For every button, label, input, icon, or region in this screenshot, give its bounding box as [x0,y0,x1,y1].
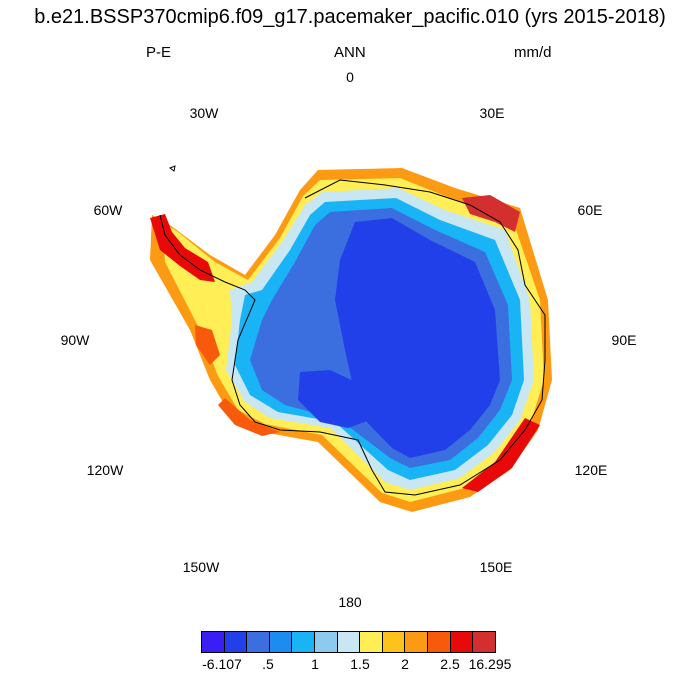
colorbar-swatch-11 [450,632,474,652]
hotspot-wilkes-land [462,418,540,492]
colorbar-label-1: 1 [311,656,319,672]
lon-label-60w: 60W [93,202,123,218]
colorbar-swatch-4 [292,632,316,652]
colorbar-swatch-2 [247,632,270,652]
hotspot-bellingshausen [195,325,220,365]
lon-label-90e: 90E [611,332,637,348]
colorbar-swatch-0 [202,632,225,652]
variable-label: P-E [146,44,172,61]
colorbar-swatch-5 [315,632,338,652]
region-deep-blue [335,218,500,458]
lon-label-90w: 90W [60,332,90,348]
colorbar-label-2: 2 [401,656,409,672]
lon-label-120e: 120E [574,462,608,478]
units-label: mm/d [514,44,552,61]
lon-label-30e: 30E [479,105,505,121]
colorbar [201,631,496,653]
lon-label-0: 0 [346,69,354,85]
colorbar-swatch-3 [269,632,293,652]
colorbar-label-2-5: 2.5 [440,656,460,672]
region-ross-deep-blue [298,370,370,428]
coastline [159,179,546,496]
colorbar-label-max: 16.295 [468,656,512,672]
colorbar-swatch-6 [337,632,361,652]
colorbar-swatch-1 [224,632,248,652]
lon-label-30w: 30W [189,105,219,121]
lon-label-150e: 150E [479,559,513,575]
hotspot-amundsen [218,398,280,436]
plot-title: b.e21.BSSP370cmip6.f09_g17.pacemaker_pac… [34,6,666,28]
colorbar-label-1-5: 1.5 [350,656,370,672]
colorbar-swatch-12 [473,632,495,652]
colorbar-label-min: -6.107 [202,656,242,672]
sea-ice-island [168,165,176,172]
lon-label-120w: 120W [86,462,124,478]
lon-label-150w: 150W [182,559,220,575]
colorbar-swatch-7 [360,632,383,652]
colorbar-swatch-8 [382,632,406,652]
season-label: ANN [334,44,366,61]
lon-label-60e: 60E [577,202,603,218]
lon-label-180: 180 [338,594,362,610]
colorbar-swatch-10 [428,632,451,652]
colorbar-swatch-9 [405,632,429,652]
hotspot-east-antarctica-60e [462,195,520,232]
colorbar-label-0-5: .5 [262,656,274,672]
hotspot-peninsula [150,214,215,282]
